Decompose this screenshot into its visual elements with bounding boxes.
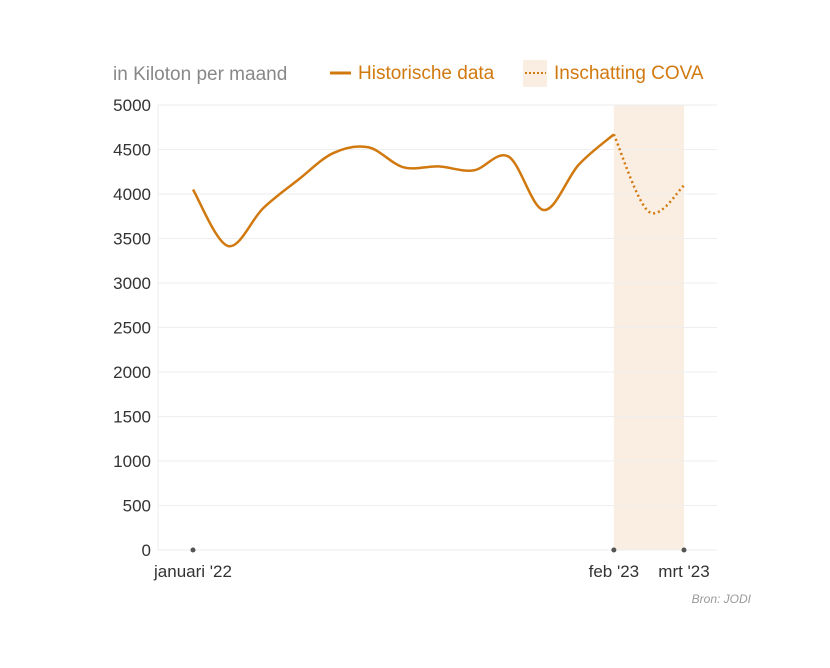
source-note: Bron: JODI xyxy=(692,592,752,606)
y-tick-label: 5000 xyxy=(113,96,151,115)
y-tick-label: 1000 xyxy=(113,452,151,471)
y-tick-label: 2000 xyxy=(113,363,151,382)
y-tick-label: 1500 xyxy=(113,408,151,427)
y-tick-label: 500 xyxy=(123,497,151,516)
legend-historische-data: Historische data xyxy=(358,63,495,84)
x-tick-label: mrt '23 xyxy=(658,562,709,581)
x-tick-label: januari '22 xyxy=(153,562,232,581)
series-line-historische-data xyxy=(191,133,615,248)
x-tick-label: feb '23 xyxy=(589,562,640,581)
y-tick-label: 4500 xyxy=(113,141,151,160)
y-axis-label: in Kiloton per maand xyxy=(113,64,287,85)
y-tick-label: 4000 xyxy=(113,185,151,204)
y-tick-label: 2500 xyxy=(113,319,151,338)
x-tick-dot xyxy=(190,547,196,553)
x-tick-dot xyxy=(611,547,617,553)
y-tick-label: 0 xyxy=(142,541,151,560)
legend-inschatting-cova: Inschatting COVA xyxy=(554,63,704,84)
y-tick-label: 3000 xyxy=(113,274,151,293)
x-tick-dot xyxy=(681,547,687,553)
series-line-inschatting-cova xyxy=(612,133,685,215)
y-tick-label: 3500 xyxy=(113,230,151,249)
